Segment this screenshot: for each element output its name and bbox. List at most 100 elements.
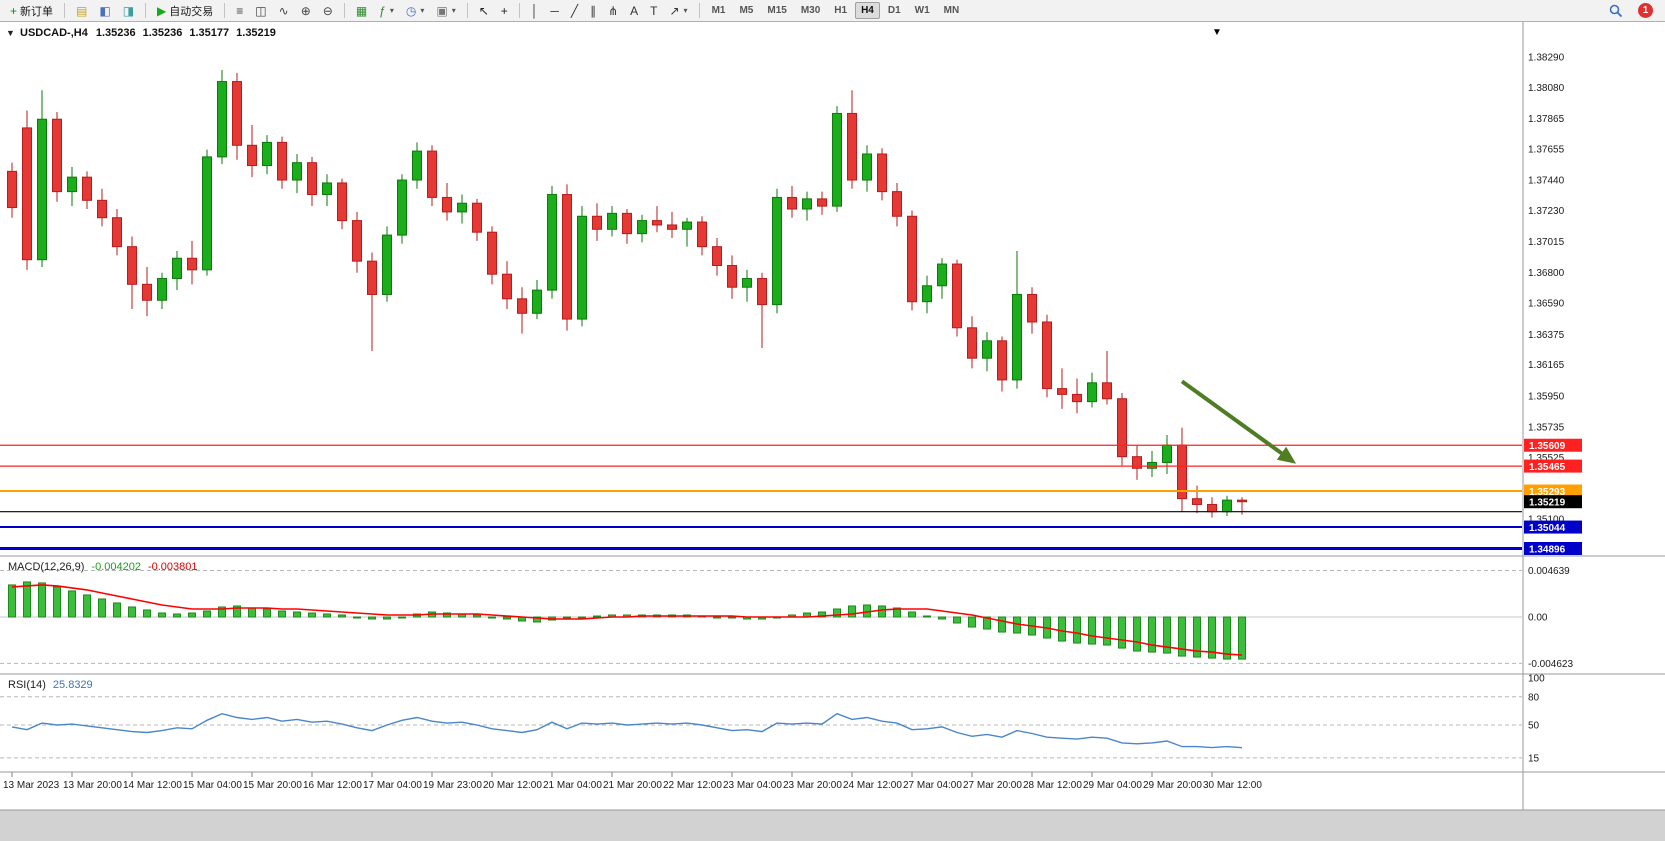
price-axis-label: 1.37865	[1528, 114, 1565, 125]
bar-chart-button[interactable]: ≡	[231, 3, 248, 19]
timeframe-m15[interactable]: M15	[767, 5, 787, 16]
timeframe-d1[interactable]: D1	[887, 5, 901, 16]
macd-bar	[383, 616, 391, 620]
tile-windows-button[interactable]: ▦	[351, 3, 372, 19]
text-icon: A	[630, 3, 639, 18]
search-button[interactable]	[1604, 2, 1628, 20]
data-window-button[interactable]: ◧	[94, 3, 115, 19]
candle	[682, 217, 692, 247]
window-bottom-edge	[0, 810, 1665, 841]
candle	[757, 272, 767, 349]
macd-bar	[563, 616, 571, 619]
price-axis-label: 1.35735	[1528, 422, 1565, 433]
timeframe-m1[interactable]: M1	[711, 5, 726, 16]
candlestick-chart-icon: ◫	[255, 3, 267, 18]
candle	[427, 145, 437, 207]
candle	[922, 275, 932, 314]
candle	[157, 272, 167, 309]
trendline-button[interactable]: ╱	[566, 3, 583, 19]
price-axis-label: 1.35525	[1528, 453, 1565, 464]
candle	[622, 209, 632, 244]
text-label-button[interactable]: T	[645, 3, 662, 19]
price-axis-label: 1.36590	[1528, 299, 1565, 310]
templates-caret-icon: ▾	[451, 6, 456, 15]
macd-bar	[968, 616, 976, 628]
candle	[877, 148, 887, 201]
timeframe-w1[interactable]: W1	[914, 5, 930, 16]
time-label: 27 Mar 04:00	[903, 780, 962, 791]
zoom-out-button[interactable]: ⊖	[318, 3, 338, 19]
indicators-button[interactable]: ƒ ▾	[374, 3, 399, 19]
time-label: 21 Mar 04:00	[543, 780, 602, 791]
auto-trading-button[interactable]: ▶ 自动交易	[152, 1, 218, 21]
vertical-line-icon: │	[530, 3, 539, 18]
candle	[862, 145, 872, 192]
macd-axis-label: -0.004623	[1528, 659, 1573, 670]
price-tag[interactable]: 1.35609	[1524, 438, 1582, 453]
timeframe-m30[interactable]: M30	[800, 5, 821, 16]
fibonacci-button[interactable]: ⋔	[603, 3, 623, 19]
candle	[907, 210, 917, 311]
macd-bar	[1223, 616, 1231, 660]
svg-text:1.35465: 1.35465	[1529, 462, 1566, 473]
macd-bar	[38, 582, 46, 618]
notifications-badge[interactable]: 1	[1638, 3, 1653, 18]
candle	[247, 125, 257, 178]
candle	[1042, 314, 1052, 398]
timeframe-mn[interactable]: MN	[943, 5, 960, 16]
price-tag[interactable]: 1.35465	[1524, 459, 1582, 474]
navigator-button[interactable]: ◨	[118, 3, 139, 19]
candle	[802, 191, 812, 221]
macd-bar	[593, 615, 601, 618]
templates-button[interactable]: ▣ ▾	[431, 3, 460, 19]
macd-bar	[998, 616, 1006, 633]
svg-text:1.35219: 1.35219	[1529, 498, 1566, 509]
macd-bar	[1088, 616, 1096, 645]
arrows-button[interactable]: ↗ ▾	[664, 3, 692, 19]
price-axis-label: 1.36375	[1528, 330, 1565, 341]
candle	[397, 174, 407, 244]
candle	[322, 174, 332, 207]
equidistant-channel-icon: ∥	[590, 3, 597, 18]
candle	[1147, 450, 1157, 477]
zoom-out-icon: ⊖	[322, 3, 333, 18]
candle	[172, 251, 182, 291]
price-tag[interactable]: 1.35044	[1524, 520, 1582, 535]
time-label: 17 Mar 04:00	[363, 780, 422, 791]
chart-shift-marker-icon[interactable]: ▼	[1212, 27, 1222, 38]
cursor-button[interactable]: ↖	[474, 3, 494, 19]
horizontal-line-button[interactable]: ─	[545, 3, 564, 19]
trend-arrow[interactable]	[1180, 379, 1297, 464]
candle	[292, 153, 302, 194]
candle	[97, 188, 107, 227]
timeframe-h4[interactable]: H4	[855, 2, 880, 19]
candlestick-chart-button[interactable]: ◫	[250, 3, 271, 19]
price-tag[interactable]: 1.35293	[1524, 484, 1582, 498]
market-watch-button[interactable]: ▤	[71, 3, 92, 19]
symbol-dropdown-icon[interactable]: ▼	[6, 28, 15, 38]
zoom-in-icon: ⊕	[300, 3, 311, 18]
time-axis[interactable]: 13 Mar 2023 13 Mar 20:00 14 Mar 12:00 15 Ma…	[3, 772, 1262, 791]
candle	[892, 182, 902, 227]
macd-bar	[188, 612, 196, 618]
macd-bar	[848, 605, 856, 618]
zoom-in-button[interactable]: ⊕	[296, 3, 316, 19]
macd-bar	[1163, 616, 1171, 654]
macd-bar	[263, 608, 271, 618]
periods-button[interactable]: ◷ ▾	[401, 3, 430, 19]
rsi-axis-label: 50	[1528, 721, 1540, 732]
vertical-line-button[interactable]: │	[526, 3, 544, 19]
equidistant-channel-button[interactable]: ∥	[585, 3, 601, 19]
candle	[262, 135, 272, 175]
macd-bar	[398, 616, 406, 619]
text-button[interactable]: A	[625, 3, 643, 19]
macd-bar	[833, 608, 841, 618]
timeframe-h1[interactable]: H1	[834, 5, 848, 16]
price-axis-label: 1.37440	[1528, 176, 1565, 187]
new-order-button[interactable]: + 新订单	[5, 1, 58, 21]
fibonacci-icon: ⋔	[608, 3, 619, 18]
timeframe-m5[interactable]: M5	[739, 5, 754, 16]
crosshair-button[interactable]: +	[496, 3, 513, 19]
line-chart-button[interactable]: ∿	[274, 3, 294, 19]
price-tag[interactable]: 1.34896	[1524, 541, 1582, 556]
